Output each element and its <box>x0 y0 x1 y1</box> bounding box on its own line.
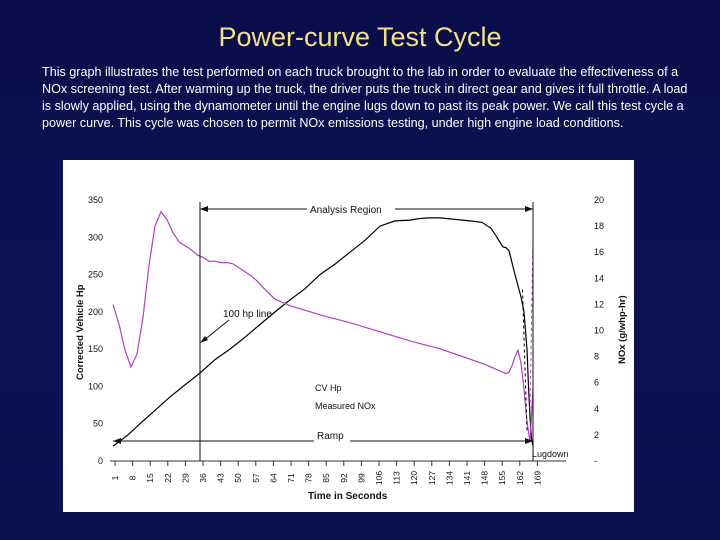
x-tick-label: 36 <box>198 473 208 483</box>
x-tick-label: 8 <box>128 475 138 480</box>
hp-series-line <box>112 217 534 447</box>
x-tick-label: 57 <box>251 473 261 483</box>
nox-series-line <box>112 210 534 442</box>
hp-line-arrow <box>202 319 230 342</box>
slide-title: Power-curve Test Cycle <box>218 22 502 52</box>
y-tick-label: 350 <box>88 195 103 205</box>
ramp-label-bg <box>314 431 350 445</box>
x-tick-label: 43 <box>216 473 226 483</box>
x-tick-label: 99 <box>356 473 366 483</box>
y-tick-label: 250 <box>88 270 103 280</box>
analysis-left-arrowhead <box>200 206 208 212</box>
y-tick-label: 50 <box>93 419 103 429</box>
x-tick-label: 113 <box>392 471 402 485</box>
lugdown-dash-nox <box>529 239 534 409</box>
annotations-layer: Analysis Region 100 hp line CV Hp Measur… <box>113 202 569 461</box>
y-tick-label: 300 <box>88 232 103 242</box>
y2-tick-label: 2 <box>594 430 599 440</box>
x-tick-label: 134 <box>444 471 454 485</box>
y-tick-label: 100 <box>88 381 103 391</box>
ramp-right-arrowhead <box>525 438 533 444</box>
y2-tick-label: 6 <box>594 378 599 388</box>
x-tick-label: 85 <box>321 473 331 483</box>
y2-tick-label: 20 <box>594 195 604 205</box>
y-tick-label: 0 <box>98 456 103 466</box>
y2-tick-label: 4 <box>594 404 599 414</box>
x-tick-label: 148 <box>480 471 490 485</box>
x-tick-label: 92 <box>339 473 349 483</box>
series-layer <box>112 210 534 447</box>
y2-tick-label: 14 <box>594 273 604 283</box>
x-tick-label: 29 <box>180 473 190 483</box>
x-tick-label: 15 <box>145 473 155 483</box>
x-tick-label: 78 <box>304 473 314 483</box>
analysis-region-label: Analysis Region <box>310 205 382 216</box>
y-axis-title: Corrected Vehicle Hp <box>75 284 86 380</box>
ramp-label: Ramp <box>317 431 344 442</box>
y2-tick-label: - <box>594 456 597 466</box>
y2-tick-label: 12 <box>594 299 604 309</box>
hp-line-label: 100 hp line <box>223 309 272 320</box>
hp-line-arrowhead <box>200 336 208 343</box>
x-tick-label: 120 <box>409 471 419 485</box>
x-axis-title: Time in Seconds <box>308 491 388 502</box>
x-tick-label: 169 <box>532 471 542 485</box>
power-curve-chart: Corrected Vehicle Hp NOx (g/whp-hr) Time… <box>75 195 628 502</box>
x-tick-label: 1 <box>110 475 120 480</box>
x-tick-label: 106 <box>374 471 384 485</box>
lugdown-label: Lugdown <box>532 449 569 459</box>
axes-layer: Corrected Vehicle Hp NOx (g/whp-hr) Time… <box>75 284 628 502</box>
x-tick-label: 141 <box>462 471 472 485</box>
x-tick-label: 50 <box>233 473 243 483</box>
x-tick-label: 64 <box>268 473 278 483</box>
cv-hp-label: CV Hp <box>315 383 342 393</box>
y2-tick-label: 16 <box>594 247 604 257</box>
chart-panel: Corrected Vehicle Hp NOx (g/whp-hr) Time… <box>63 160 634 512</box>
x-tick-label: 22 <box>163 473 173 483</box>
x-tick-label: 71 <box>286 473 296 483</box>
analysis-label-bg <box>307 202 395 216</box>
x-tick-label: 127 <box>427 471 437 485</box>
x-tick-label: 155 <box>497 471 507 485</box>
y2-tick-label: 18 <box>594 221 604 231</box>
measured-nox-label: Measured NOx <box>315 401 376 411</box>
y-tick-label: 200 <box>88 307 103 317</box>
y2-tick-label: 8 <box>594 352 599 362</box>
analysis-right-arrowhead <box>525 206 533 212</box>
y2-tick-label: 10 <box>594 326 604 336</box>
slide-description: This graph illustrates the test performe… <box>42 65 688 130</box>
ramp-left-arrowhead <box>113 438 121 444</box>
y2-axis-title: NOx (g/whp-hr) <box>617 295 628 364</box>
x-tick-label: 162 <box>515 471 525 485</box>
y-tick-label: 150 <box>88 344 103 354</box>
